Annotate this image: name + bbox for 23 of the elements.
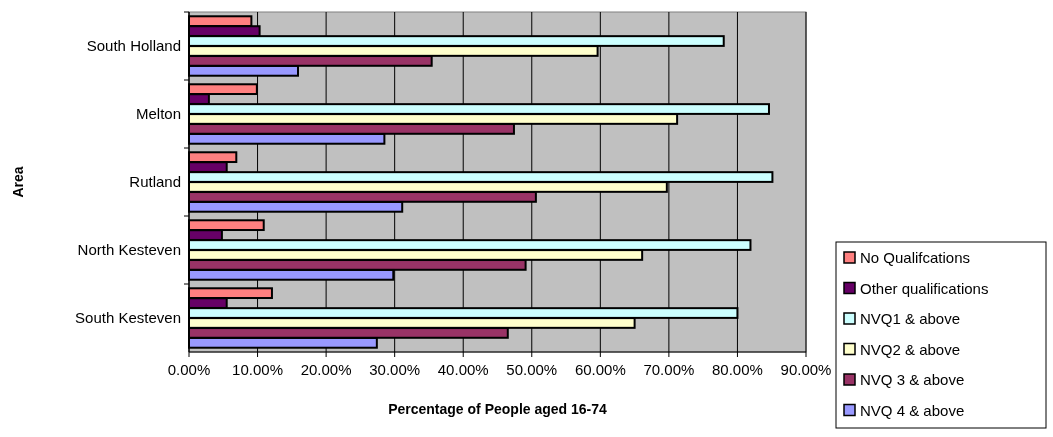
x-axis-title: Percentage of People aged 16-74 — [388, 401, 608, 417]
x-tick-label: 40.00% — [437, 361, 489, 378]
x-tick-label: 20.00% — [300, 361, 352, 378]
x-tick-label: 0.00% — [167, 361, 211, 378]
legend-label: No Qualifcations — [860, 249, 971, 266]
x-tick-label: 70.00% — [643, 361, 695, 378]
y-tick-label: South Holland — [86, 37, 181, 54]
y-axis-title: Area — [10, 166, 26, 198]
x-tick-label: 30.00% — [369, 361, 421, 378]
legend-label: NVQ2 & above — [860, 340, 961, 358]
y-tick-label: South Kesteven — [75, 309, 181, 326]
y-tick-label: Melton — [135, 105, 181, 122]
legend-label: NVQ 4 & above — [860, 401, 965, 419]
legend-label: Other qualifications — [860, 279, 989, 297]
x-tick-label: 80.00% — [712, 361, 763, 378]
x-tick-label: 10.00% — [232, 361, 283, 378]
x-tick-label: 90.00% — [780, 361, 832, 378]
y-tick-label: North Kesteven — [77, 241, 181, 258]
x-tick-label: 50.00% — [506, 361, 558, 378]
y-tick-label: Rutland — [129, 173, 181, 190]
x-tick-label: 60.00% — [574, 361, 626, 378]
legend-label: NVQ 3 & above — [860, 371, 965, 388]
legend-label: NVQ1 & above — [860, 310, 961, 327]
